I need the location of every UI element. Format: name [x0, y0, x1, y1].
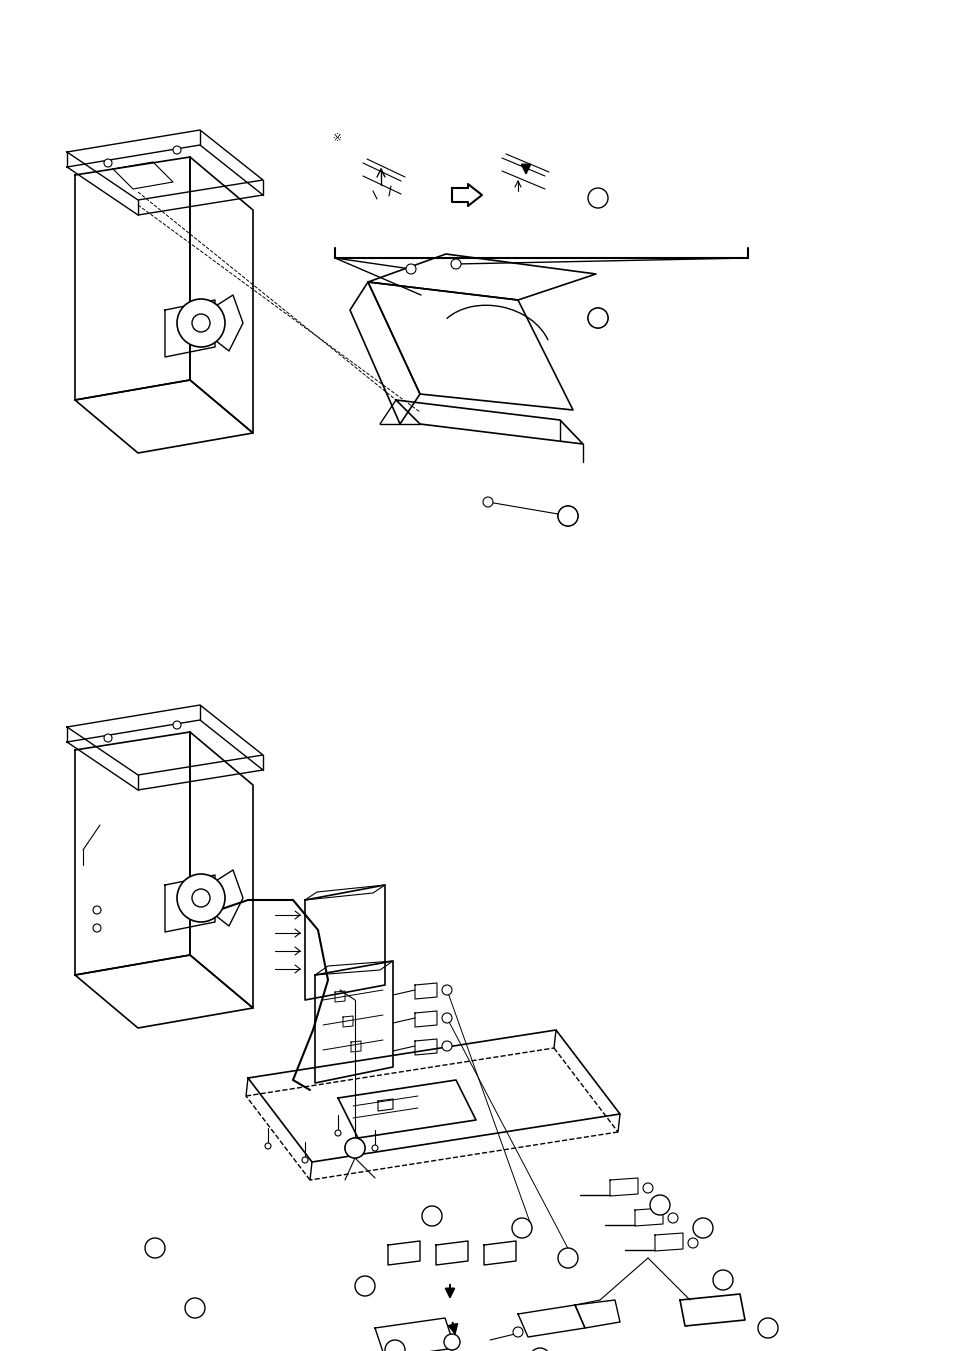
Circle shape	[558, 1248, 578, 1269]
Circle shape	[345, 1138, 365, 1158]
Circle shape	[692, 1219, 712, 1238]
Circle shape	[172, 146, 181, 154]
Circle shape	[177, 299, 225, 347]
Circle shape	[92, 907, 101, 915]
Circle shape	[587, 188, 607, 208]
Circle shape	[451, 259, 460, 269]
Circle shape	[587, 308, 607, 328]
Text: ※: ※	[333, 132, 342, 143]
Circle shape	[441, 1013, 452, 1023]
Circle shape	[441, 1042, 452, 1051]
Circle shape	[712, 1270, 732, 1290]
Circle shape	[355, 1275, 375, 1296]
Circle shape	[758, 1319, 778, 1337]
Circle shape	[385, 1340, 405, 1351]
Circle shape	[558, 507, 578, 526]
Circle shape	[587, 308, 607, 328]
Circle shape	[265, 1143, 271, 1148]
Circle shape	[441, 985, 452, 994]
Circle shape	[482, 497, 493, 507]
Circle shape	[104, 159, 112, 168]
Circle shape	[92, 924, 101, 932]
Circle shape	[443, 1333, 459, 1350]
Circle shape	[406, 263, 416, 274]
Circle shape	[185, 1298, 205, 1319]
Circle shape	[302, 1156, 308, 1163]
Polygon shape	[452, 184, 481, 205]
Circle shape	[192, 313, 210, 332]
Circle shape	[372, 1146, 377, 1151]
Circle shape	[345, 1138, 365, 1158]
Circle shape	[667, 1213, 678, 1223]
Circle shape	[172, 721, 181, 730]
Circle shape	[145, 1238, 165, 1258]
Circle shape	[177, 874, 225, 921]
Circle shape	[192, 889, 210, 907]
Circle shape	[421, 1206, 441, 1225]
Circle shape	[687, 1238, 698, 1248]
Circle shape	[642, 1183, 652, 1193]
Circle shape	[512, 1219, 532, 1238]
Circle shape	[530, 1348, 550, 1351]
Circle shape	[558, 507, 578, 526]
Circle shape	[104, 734, 112, 742]
Circle shape	[649, 1196, 669, 1215]
Circle shape	[513, 1327, 522, 1337]
Circle shape	[335, 1129, 340, 1136]
